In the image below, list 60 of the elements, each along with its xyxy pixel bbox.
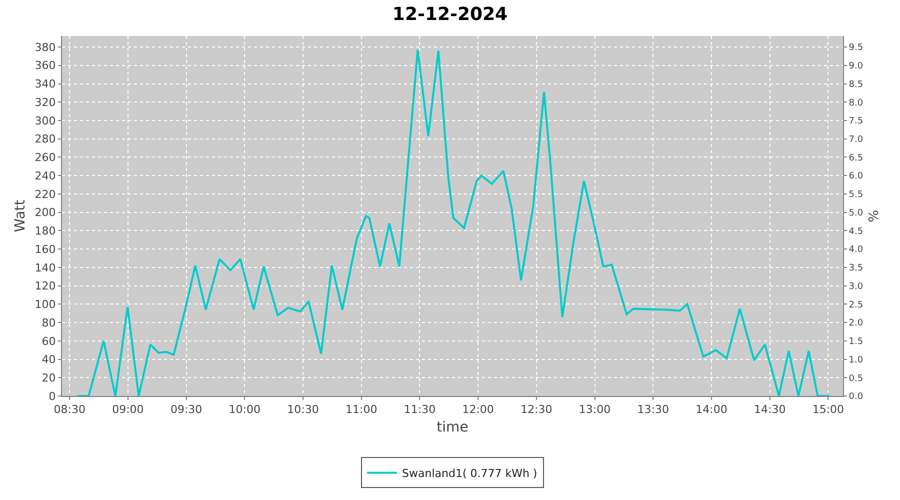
y-tick-label: 380 — [34, 40, 56, 54]
y2-tick-label: 1.0 — [848, 355, 864, 366]
y2-tick-label: 4.0 — [848, 245, 864, 256]
x-tick-label: 10:30 — [287, 403, 319, 416]
y2-tick-label: 0.5 — [848, 374, 864, 384]
y2-tick-label: 6.5 — [848, 153, 864, 164]
y2-tick-label: 7.5 — [848, 116, 864, 127]
y2-tick-label: 3.0 — [848, 282, 864, 292]
y-tick-label: 220 — [34, 188, 56, 201]
chart-title: 12-12-2024 — [392, 4, 508, 26]
y-tick-label: 180 — [34, 224, 56, 238]
y2-axis-title: % — [866, 210, 882, 222]
y2-tick-label: 8.0 — [848, 98, 864, 108]
y-tick-label: 340 — [34, 78, 56, 91]
y-axis-title: Watt — [12, 199, 28, 232]
x-tick-label: 09:30 — [170, 403, 202, 416]
y2-tick-label: 7.0 — [848, 135, 864, 146]
y2-tick-label: 5.5 — [848, 190, 864, 200]
line-series — [76, 48, 831, 396]
x-tick-label: 15:00 — [812, 403, 844, 416]
x-tick-label: 11:30 — [404, 403, 436, 416]
y-tick-label: 280 — [34, 132, 56, 146]
y-tick-label: 240 — [34, 169, 56, 182]
y-tick-label: 0 — [48, 390, 56, 403]
y-tick-label: 160 — [34, 242, 56, 256]
y-tick-label: 60 — [42, 334, 56, 348]
y2-tick-label: 5.0 — [848, 208, 864, 218]
y2-tick-label: 4.5 — [848, 226, 864, 237]
y2-tick-label: 2.5 — [848, 300, 864, 310]
y-tick-label: 200 — [34, 206, 56, 220]
x-tick-label: 09:00 — [112, 403, 144, 416]
x-axis-title: time — [436, 420, 468, 436]
y-tick-label: 40 — [42, 353, 56, 366]
x-tick-label: 14:30 — [754, 403, 786, 416]
x-tick-label: 12:30 — [520, 403, 552, 416]
y-tick-label: 80 — [42, 316, 56, 330]
x-tick-label: 14:00 — [696, 403, 728, 416]
x-tick-label: 13:30 — [637, 403, 669, 416]
y2-tick-label: 8.5 — [848, 80, 864, 90]
y2-tick-label: 0.0 — [848, 392, 864, 402]
x-tick-label: 10:00 — [228, 403, 260, 416]
x-tick-label: 11:00 — [346, 403, 378, 416]
y-tick-label: 100 — [34, 298, 56, 312]
y2-tick-label: 6.0 — [848, 172, 864, 182]
y2-tick-label: 3.5 — [848, 264, 864, 274]
y2-tick-label: 1.5 — [848, 337, 864, 348]
y-tick-label: 140 — [34, 261, 56, 274]
legend-label: Swanland1( 0.777 kWh ) — [402, 466, 538, 480]
y2-tick-label: 9.0 — [848, 62, 864, 72]
y-tick-label: 260 — [34, 151, 56, 164]
y2-tick-label: 2.0 — [848, 318, 864, 329]
y-tick-label: 20 — [42, 371, 56, 384]
y-tick-label: 120 — [34, 280, 56, 293]
x-tick-label: 13:00 — [578, 403, 611, 416]
y-tick-label: 300 — [34, 114, 56, 128]
y-tick-label: 360 — [34, 59, 56, 72]
x-tick-label: 08:30 — [54, 403, 86, 416]
y2-tick-label: 9.5 — [848, 43, 864, 54]
x-tick-label: 12:00 — [462, 403, 494, 416]
y-tick-label: 320 — [34, 96, 56, 109]
